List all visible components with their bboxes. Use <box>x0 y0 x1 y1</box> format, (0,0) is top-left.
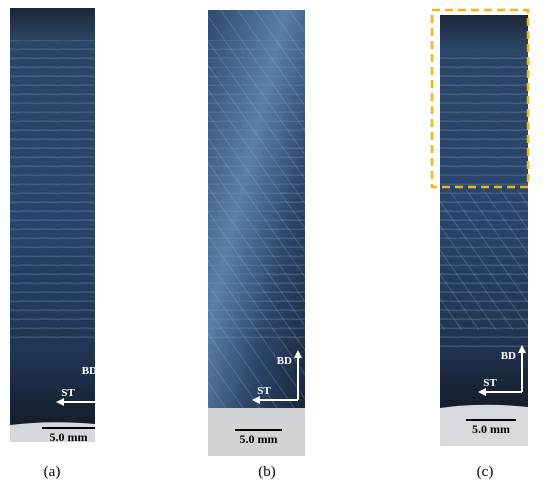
scale-label: 5.0 mm <box>472 422 510 436</box>
specimen-a <box>10 8 95 442</box>
arrow-head <box>518 345 526 353</box>
panel-label: (c) <box>477 464 494 480</box>
st-label: ST <box>483 377 497 389</box>
st-label: ST <box>61 387 75 399</box>
highlight-box <box>430 8 530 189</box>
bd-label: BD <box>501 350 516 362</box>
bd-label: BD <box>277 355 292 367</box>
arrow-head <box>478 388 486 396</box>
arrow-head <box>252 396 260 404</box>
bd-label: BD <box>82 365 97 377</box>
arrow-head <box>294 350 302 358</box>
specimen-b <box>208 10 305 456</box>
scale-label: 5.0 mm <box>50 430 88 444</box>
st-label: ST <box>257 385 271 397</box>
arrow-head <box>56 398 64 406</box>
specimen-c <box>430 8 530 446</box>
scale-label: 5.0 mm <box>240 432 278 446</box>
arrow-head <box>99 360 107 368</box>
panel-label: (b) <box>258 464 276 480</box>
panel-label: (a) <box>44 464 61 480</box>
